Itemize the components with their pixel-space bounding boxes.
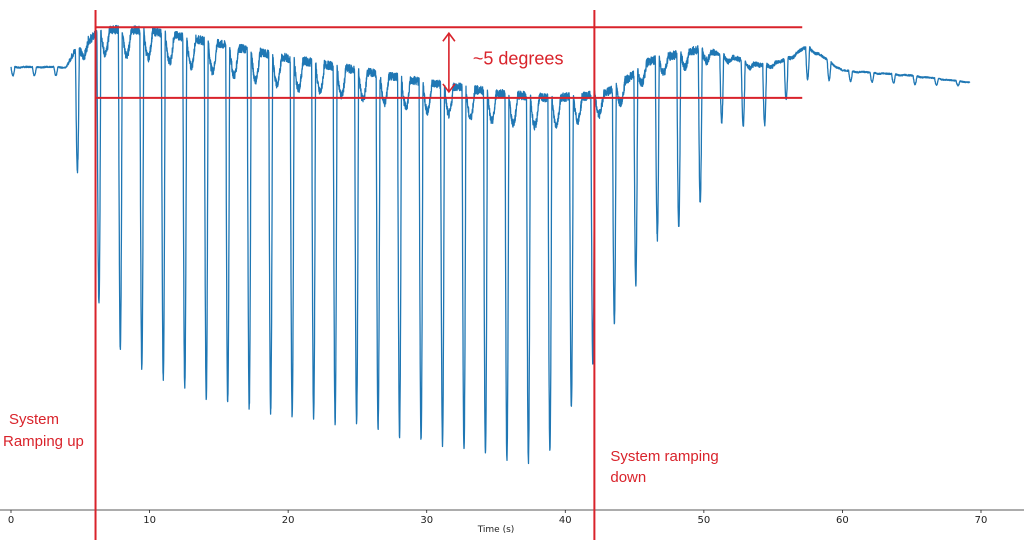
x-tick-label: 40	[559, 515, 572, 526]
x-tick-label: 20	[282, 515, 295, 526]
x-tick-label: 60	[836, 515, 849, 526]
ramp-up-annotation-line2: Ramping up	[3, 433, 84, 450]
series-oscillation-line	[10, 24, 971, 465]
ramp-down-annotation-line2: down	[610, 469, 646, 486]
x-tick-label: 50	[697, 515, 710, 526]
annotations: ~5 degrees System Ramping up System ramp…	[3, 10, 803, 540]
x-tick-label: 30	[420, 515, 433, 526]
amplitude-annotation: ~5 degrees	[473, 49, 564, 69]
arrow-head-up-icon	[442, 31, 456, 42]
x-tick-label: 10	[143, 515, 156, 526]
ramp-up-annotation-line1: System	[9, 411, 59, 428]
x-tick-label: 0	[8, 515, 14, 526]
x-ticks: 0 10 20 30 40 50 60 70	[8, 510, 988, 526]
x-axis-label: Time (s)	[477, 525, 515, 535]
x-axis: 0 10 20 30 40 50 60 70 Time (s)	[0, 509, 1024, 535]
x-tick-label: 70	[975, 515, 988, 526]
arrow-head-down-icon	[442, 83, 456, 94]
ramp-down-annotation-line1: System ramping	[610, 448, 718, 465]
plot-area	[10, 24, 971, 465]
